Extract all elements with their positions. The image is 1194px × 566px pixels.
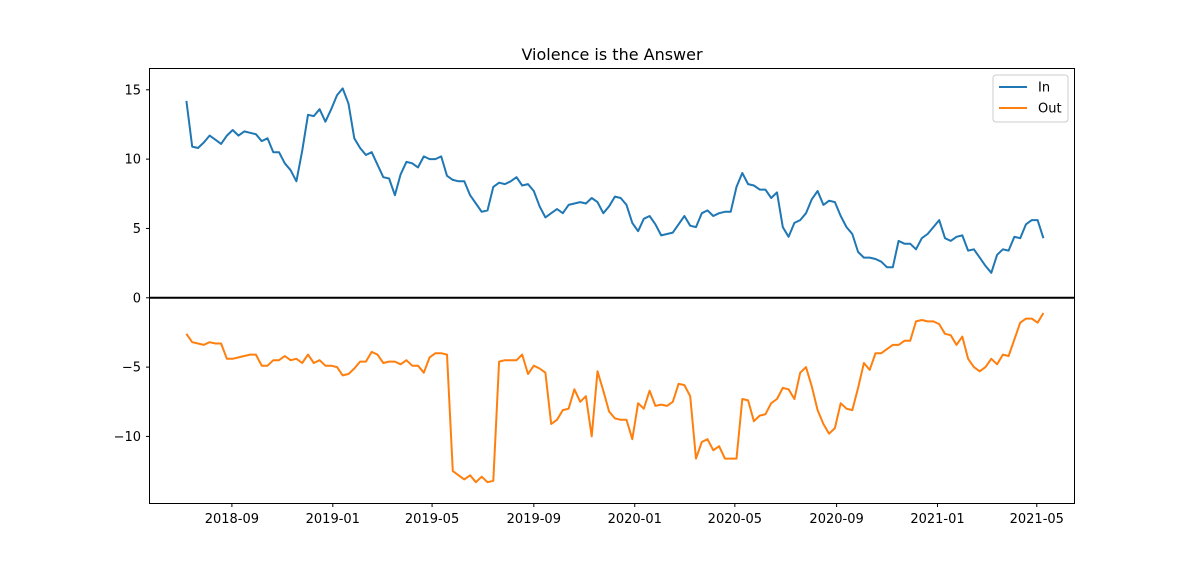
x-tick-label-3: 2019-09 (507, 512, 561, 527)
y-tick-label-4: −5 (122, 361, 141, 376)
y-tick-label-5: −10 (114, 430, 141, 445)
legend-label-in: In (1038, 81, 1050, 96)
axes-frame (149, 68, 1075, 504)
plot-area: 2018-09 2019-01 2019-05 2019-09 2020-01 2020-… (114, 83, 1074, 527)
series-line-out (185, 312, 1045, 484)
x-tick-label-1: 2019-01 (306, 512, 360, 527)
x-tick-label-8: 2021-05 (1010, 512, 1064, 527)
x-tick-label-0: 2018-09 (205, 512, 259, 527)
x-tick-label-2: 2019-05 (405, 512, 459, 527)
x-tick-label-6: 2020-09 (809, 512, 863, 527)
series-line-in (185, 87, 1045, 274)
y-tick-label-3: 0 (133, 291, 141, 306)
x-tick-label-7: 2021-01 (910, 512, 964, 527)
chart-title: Violence is the Answer (521, 45, 703, 64)
y-tick-label-2: 5 (133, 222, 141, 237)
legend: In Out (992, 74, 1069, 123)
legend-label-out: Out (1038, 102, 1062, 117)
x-tick-label-4: 2020-01 (608, 512, 662, 527)
y-tick-label-1: 10 (124, 153, 141, 168)
y-tick-label-0: 15 (124, 83, 141, 98)
x-tick-label-5: 2020-05 (708, 512, 762, 527)
